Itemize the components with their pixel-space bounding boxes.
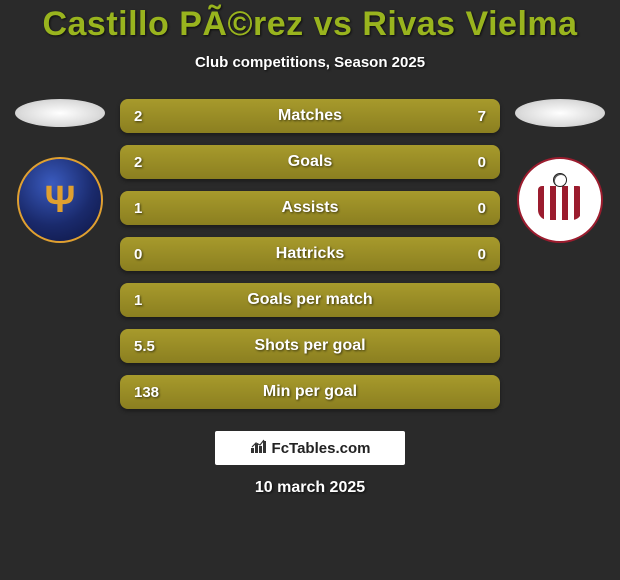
stat-left-value: 1 xyxy=(134,292,174,309)
stat-left-value: 138 xyxy=(134,384,174,401)
stat-row-assists: 1 Assists 0 xyxy=(120,191,500,225)
player-right-column xyxy=(510,99,610,243)
header: Castillo PÃ©rez vs Rivas Vielma Club com… xyxy=(0,0,620,71)
page-title: Castillo PÃ©rez vs Rivas Vielma xyxy=(0,5,620,44)
comparison-area: Ψ 2 Matches 7 2 Goals 0 1 Assists 0 0 Ha… xyxy=(0,99,620,409)
date-text: 10 march 2025 xyxy=(0,479,620,497)
stat-left-value: 5.5 xyxy=(134,338,174,355)
stat-label: Goals xyxy=(288,153,332,171)
stat-right-value: 0 xyxy=(446,154,486,171)
stat-label: Min per goal xyxy=(263,383,357,401)
subtitle: Club competitions, Season 2025 xyxy=(0,54,620,71)
stat-left-value: 2 xyxy=(134,154,174,171)
stat-row-hattricks: 0 Hattricks 0 xyxy=(120,237,500,271)
stat-left-value: 2 xyxy=(134,108,174,125)
player-left-avatar xyxy=(15,99,105,127)
stat-row-goals-per-match: 1 Goals per match xyxy=(120,283,500,317)
chart-icon xyxy=(250,438,268,459)
footer-brand-box[interactable]: FcTables.com xyxy=(215,431,405,465)
club-badge-right xyxy=(517,157,603,243)
stat-left-value: 1 xyxy=(134,200,174,217)
stat-row-shots-per-goal: 5.5 Shots per goal xyxy=(120,329,500,363)
stat-left-value: 0 xyxy=(134,246,174,263)
stat-label: Shots per goal xyxy=(254,337,365,355)
stat-row-matches: 2 Matches 7 xyxy=(120,99,500,133)
stat-label: Matches xyxy=(278,107,342,125)
stat-label: Goals per match xyxy=(247,291,372,309)
stat-right-value: 7 xyxy=(446,108,486,125)
stat-label: Hattricks xyxy=(276,245,344,263)
stat-row-min-per-goal: 138 Min per goal xyxy=(120,375,500,409)
player-left-column: Ψ xyxy=(10,99,110,243)
shield-stripes-icon xyxy=(538,186,582,220)
ball-icon xyxy=(553,173,567,187)
stat-row-goals: 2 Goals 0 xyxy=(120,145,500,179)
stat-label: Assists xyxy=(282,199,339,217)
footer-brand-text: FcTables.com xyxy=(272,440,371,457)
club-badge-left: Ψ xyxy=(17,157,103,243)
player-right-avatar xyxy=(515,99,605,127)
stat-right-value: 0 xyxy=(446,246,486,263)
stats-list: 2 Matches 7 2 Goals 0 1 Assists 0 0 Hatt… xyxy=(120,99,500,409)
trident-icon: Ψ xyxy=(45,179,76,222)
stat-right-value: 0 xyxy=(446,200,486,217)
